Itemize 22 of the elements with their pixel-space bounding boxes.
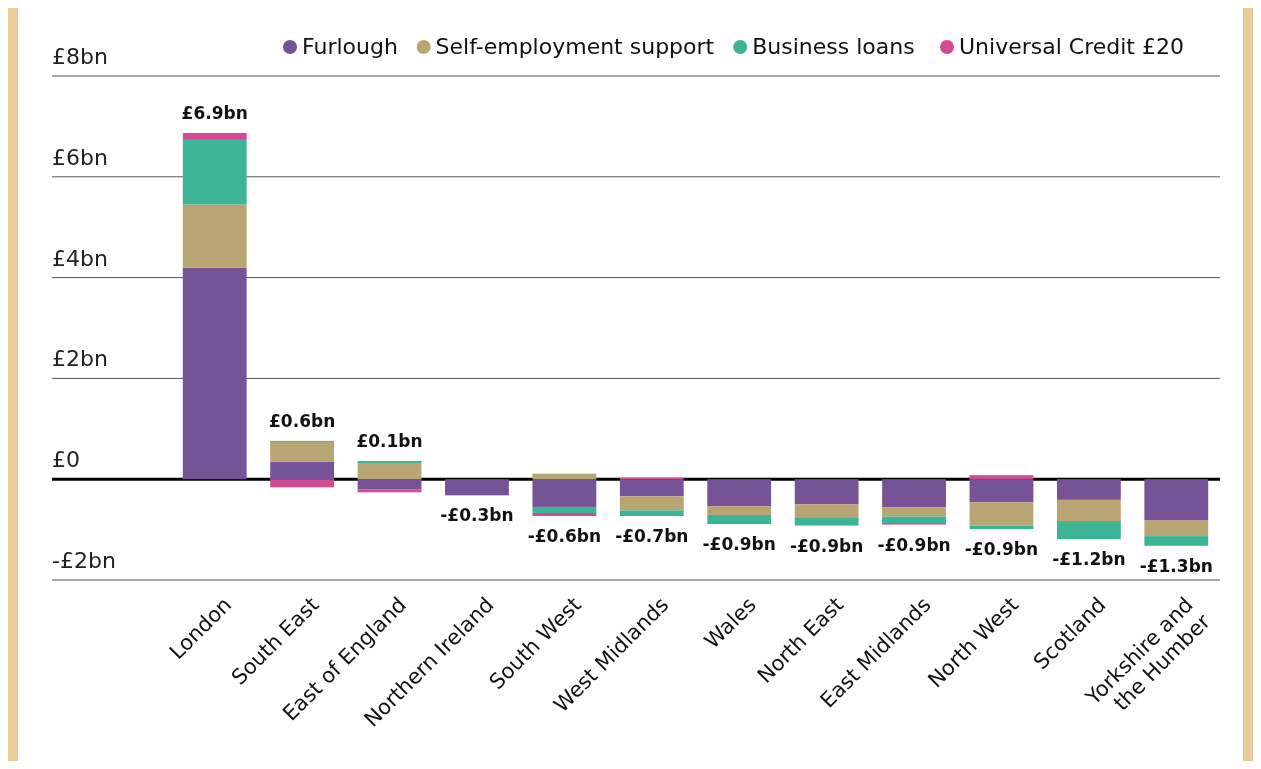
total-label: -£0.9bn bbox=[964, 539, 1039, 560]
total-label: -£0.7bn bbox=[615, 525, 689, 546]
total-label: -£0.9bn bbox=[789, 535, 864, 556]
total-label: £0.6bn bbox=[269, 410, 336, 431]
legend-label: Business loans bbox=[752, 34, 915, 59]
total-label: £6.9bn bbox=[181, 102, 248, 123]
total-label: -£0.9bn bbox=[877, 534, 951, 555]
total-label: £0.1bn bbox=[356, 431, 423, 452]
total-label: -£0.3bn bbox=[440, 505, 514, 526]
y-tick-label: £6bn bbox=[52, 144, 108, 170]
y-tick-label: £8bn bbox=[52, 44, 108, 69]
total-label: -£0.9bn bbox=[702, 534, 776, 555]
y-tick-label: £0 bbox=[52, 447, 80, 473]
y-tick-label: £2bn bbox=[52, 346, 108, 372]
y-tick-label: -£2bn bbox=[52, 548, 116, 573]
legend-label: Universal Credit £20 bbox=[959, 34, 1184, 59]
legend-label: Self-employment support bbox=[435, 34, 715, 59]
total-label: -£0.6bn bbox=[527, 525, 602, 546]
legend-label: Furlough bbox=[302, 34, 398, 59]
y-tick-label: £4bn bbox=[52, 245, 108, 271]
total-label: -£1.3bn bbox=[1139, 555, 1213, 576]
total-label: -£1.2bn bbox=[1052, 549, 1126, 570]
